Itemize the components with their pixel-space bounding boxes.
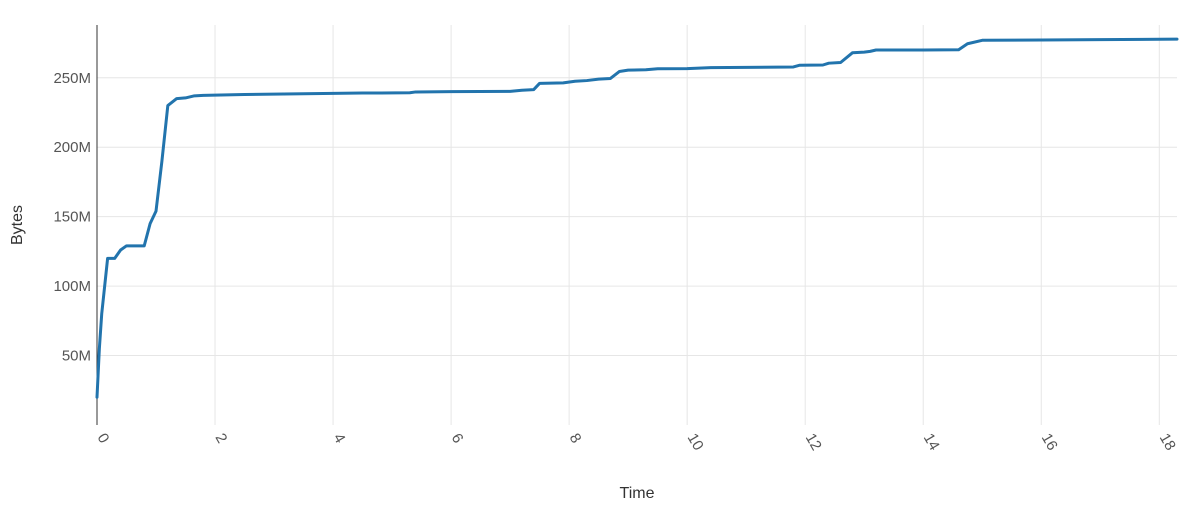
y-gridlines bbox=[97, 77, 1177, 357]
y-tick-label: 250M bbox=[53, 70, 91, 87]
x-tick-label: 14 bbox=[920, 431, 943, 454]
x-tick-label: 0 bbox=[94, 431, 113, 447]
y-tick-label: 100M bbox=[53, 278, 91, 295]
x-tick-label: 2 bbox=[212, 431, 231, 447]
series-line-bytes bbox=[95, 37, 1179, 399]
y-tick-labels: 50M 100M 150M 200M 250M bbox=[53, 70, 91, 365]
x-axis-title: Time bbox=[620, 485, 655, 502]
x-tick-label: 4 bbox=[330, 431, 349, 447]
x-tick-label: 16 bbox=[1038, 431, 1061, 454]
x-tick-label: 6 bbox=[448, 431, 467, 447]
x-gridlines bbox=[214, 25, 1160, 425]
x-tick-label: 12 bbox=[802, 431, 825, 454]
x-tick-label: 18 bbox=[1156, 431, 1179, 454]
y-tick-label: 150M bbox=[53, 209, 91, 226]
x-tick-labels: 0 2 4 6 8 10 12 14 16 18 bbox=[94, 431, 1179, 454]
y-tick-label: 200M bbox=[53, 139, 91, 156]
x-tick-label: 8 bbox=[566, 431, 585, 447]
x-tick-label: 10 bbox=[684, 431, 707, 454]
y-tick-label: 50M bbox=[62, 348, 91, 365]
y-axis-title: Bytes bbox=[9, 205, 26, 245]
